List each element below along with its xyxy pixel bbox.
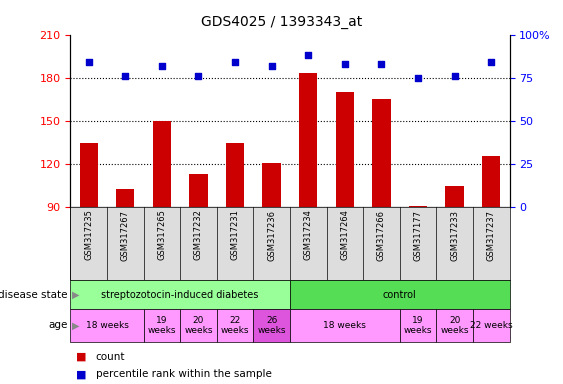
- Bar: [226, 142, 244, 207]
- Bar: [372, 99, 391, 207]
- Point: [84, 59, 93, 65]
- Text: 19
weeks: 19 weeks: [404, 316, 432, 335]
- Point: [414, 75, 423, 81]
- Bar: [409, 206, 427, 207]
- Bar: [445, 186, 464, 207]
- Point: [304, 52, 313, 58]
- Text: disease state: disease state: [0, 290, 68, 300]
- Point: [487, 59, 496, 65]
- Bar: [400, 309, 436, 342]
- Text: GSM317177: GSM317177: [414, 210, 422, 261]
- Text: GSM317264: GSM317264: [341, 210, 349, 260]
- Bar: [217, 309, 253, 342]
- Bar: [336, 92, 354, 207]
- Text: ■: ■: [76, 352, 87, 362]
- Text: GSM317231: GSM317231: [231, 210, 239, 260]
- Text: GSM317236: GSM317236: [267, 210, 276, 261]
- Point: [158, 63, 167, 69]
- Text: 19
weeks: 19 weeks: [148, 316, 176, 335]
- Text: GSM317237: GSM317237: [487, 210, 495, 261]
- Text: 26
weeks: 26 weeks: [257, 316, 286, 335]
- Text: ■: ■: [76, 369, 87, 379]
- Text: 22
weeks: 22 weeks: [221, 316, 249, 335]
- Bar: [299, 73, 318, 207]
- Text: count: count: [96, 352, 125, 362]
- Bar: [79, 142, 98, 207]
- Text: GSM317265: GSM317265: [158, 210, 166, 260]
- Text: GSM317267: GSM317267: [121, 210, 129, 261]
- Text: GSM317266: GSM317266: [377, 210, 386, 261]
- Bar: [144, 309, 180, 342]
- Bar: [189, 174, 208, 207]
- Point: [194, 73, 203, 79]
- Text: age: age: [48, 320, 68, 331]
- Bar: [262, 163, 281, 207]
- Text: 20
weeks: 20 weeks: [184, 316, 213, 335]
- Text: GSM317233: GSM317233: [450, 210, 459, 261]
- Bar: [290, 309, 400, 342]
- Text: GDS4025 / 1393343_at: GDS4025 / 1393343_at: [201, 15, 362, 29]
- Point: [267, 63, 276, 69]
- Point: [450, 73, 459, 79]
- Bar: [482, 156, 501, 207]
- Text: streptozotocin-induced diabetes: streptozotocin-induced diabetes: [101, 290, 259, 300]
- Text: percentile rank within the sample: percentile rank within the sample: [96, 369, 271, 379]
- Bar: [290, 280, 510, 309]
- Point: [377, 61, 386, 67]
- Text: GSM317234: GSM317234: [304, 210, 312, 260]
- Bar: [436, 309, 473, 342]
- Text: GSM317232: GSM317232: [194, 210, 203, 260]
- Bar: [153, 121, 171, 207]
- Bar: [180, 309, 217, 342]
- Text: 18 weeks: 18 weeks: [86, 321, 128, 330]
- Bar: [116, 189, 135, 207]
- Point: [121, 73, 130, 79]
- Bar: [70, 280, 290, 309]
- Text: 18 weeks: 18 weeks: [323, 321, 367, 330]
- Text: 20
weeks: 20 weeks: [440, 316, 469, 335]
- Text: 22 weeks: 22 weeks: [470, 321, 512, 330]
- Point: [340, 61, 349, 67]
- Text: control: control: [383, 290, 417, 300]
- Text: ▶: ▶: [72, 320, 79, 331]
- Text: GSM317235: GSM317235: [84, 210, 93, 260]
- Bar: [70, 309, 144, 342]
- Bar: [473, 309, 510, 342]
- Text: ▶: ▶: [72, 290, 79, 300]
- Bar: [253, 309, 290, 342]
- Point: [231, 59, 240, 65]
